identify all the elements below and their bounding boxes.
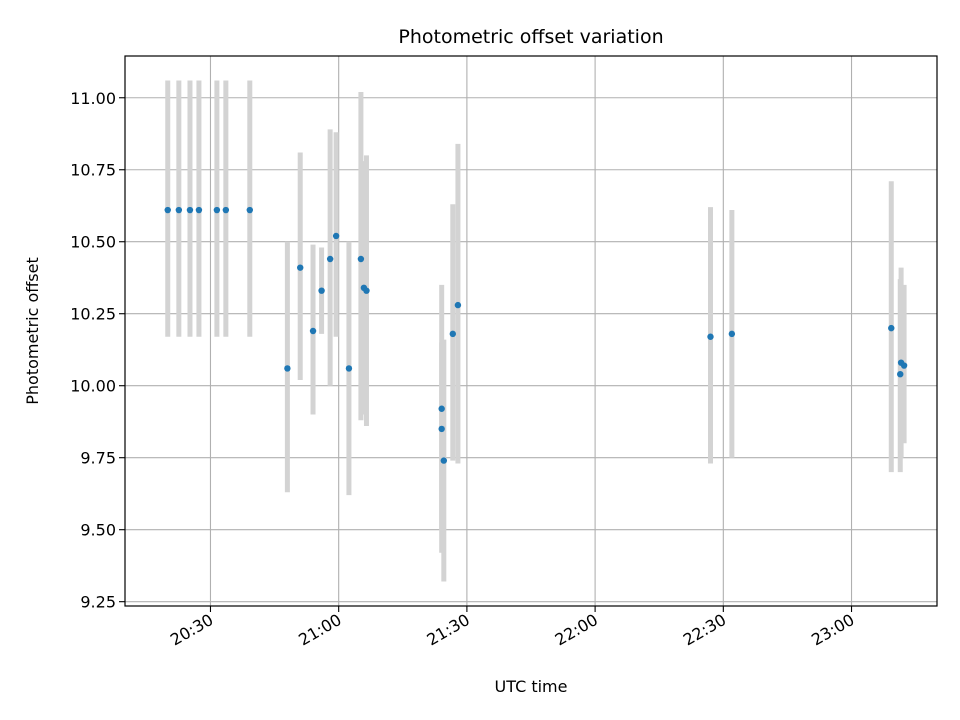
data-point <box>449 330 456 338</box>
data-point <box>897 370 904 378</box>
data-point <box>222 206 230 214</box>
x-tick-label: 22:30 <box>680 610 729 650</box>
y-tick-label: 10.25 <box>70 305 116 324</box>
data-point <box>297 264 304 271</box>
x-axis-label: UTC time <box>495 677 568 696</box>
x-tick-label: 22:00 <box>552 610 601 650</box>
data-point <box>318 287 325 294</box>
data-point <box>309 327 317 335</box>
x-tick-label: 21:30 <box>423 610 472 650</box>
data-point <box>332 232 340 240</box>
data-point <box>195 206 203 214</box>
data-point <box>440 457 448 464</box>
data-point <box>438 425 445 433</box>
data-point <box>888 324 895 332</box>
x-axis-ticks: 20:30 21:00 21:30 22:00 22:30 23:00 <box>167 606 858 650</box>
data-point <box>900 362 908 369</box>
data-point <box>246 206 253 214</box>
x-tick-label: 21:00 <box>295 610 344 650</box>
data-point <box>707 333 714 340</box>
x-tick-label: 23:00 <box>808 610 857 650</box>
data-point <box>175 206 183 214</box>
x-tick-label: 20:30 <box>167 610 216 650</box>
data-points <box>164 206 908 464</box>
data-point <box>728 330 736 338</box>
data-point <box>454 301 462 309</box>
data-point <box>345 365 353 372</box>
y-tick-label: 10.50 <box>70 233 116 252</box>
grid-lines <box>125 56 937 606</box>
data-point <box>213 206 221 214</box>
plot-frame <box>124 55 938 607</box>
chart-title: Photometric offset variation <box>398 26 663 48</box>
y-tick-label: 10.00 <box>70 377 116 396</box>
data-point <box>284 365 291 372</box>
y-tick-label: 11.00 <box>70 89 116 108</box>
data-point <box>326 255 334 263</box>
y-tick-label: 10.75 <box>70 161 116 180</box>
y-axis-ticks: 9.25 9.50 9.75 10.00 10.25 10.50 10.75 11.00 <box>70 89 125 612</box>
y-tick-label: 9.75 <box>80 449 116 468</box>
y-tick-label: 9.50 <box>80 521 116 540</box>
data-point <box>363 287 370 294</box>
error-bars <box>165 80 907 582</box>
y-axis-label: Photometric offset <box>23 257 42 405</box>
data-point <box>438 405 445 412</box>
y-tick-label: 9.25 <box>80 593 116 612</box>
data-point <box>357 255 365 263</box>
data-point <box>186 206 194 214</box>
data-point <box>164 206 171 214</box>
